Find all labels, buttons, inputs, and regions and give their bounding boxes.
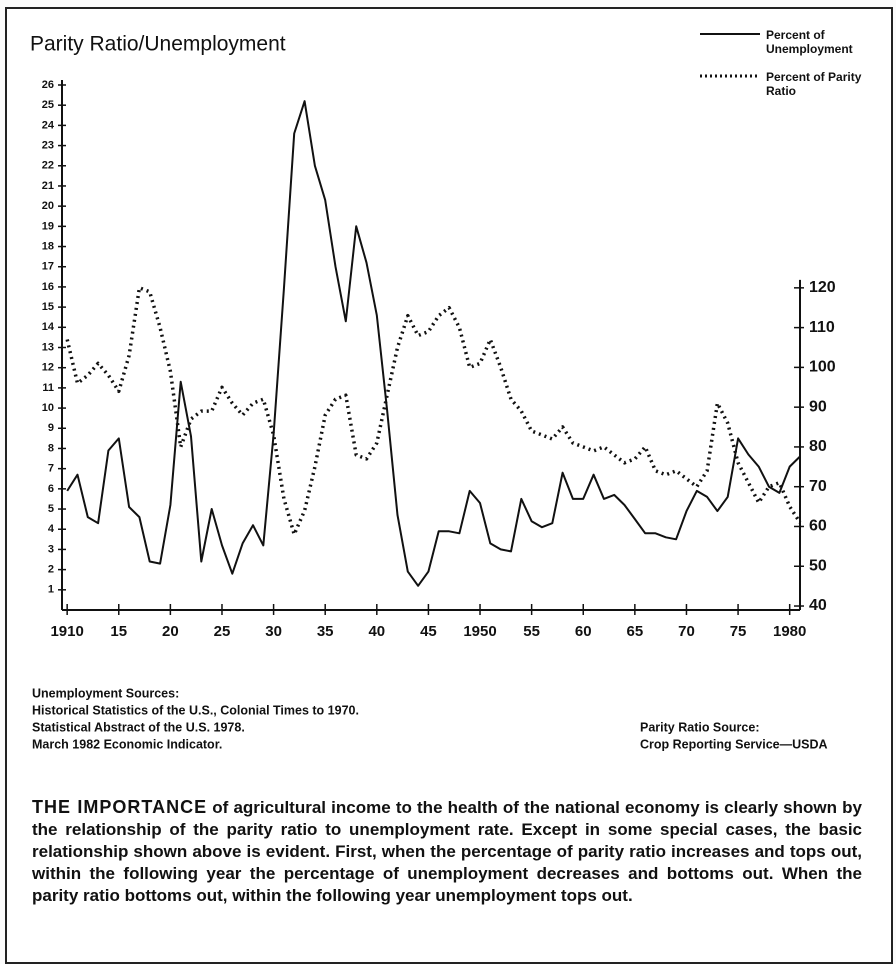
y-tick-label: 9 [48, 422, 54, 434]
x-tick-label: 60 [575, 623, 592, 640]
y-tick-label: 7 [48, 463, 54, 475]
caption-lead: THE IMPORTANCE [32, 797, 208, 817]
y-tick-label: 19 [42, 220, 54, 232]
x-tick-label: 1910 [50, 623, 83, 640]
x-tick-label: 70 [678, 623, 695, 640]
y-tick-label: 26 [42, 79, 54, 91]
y-tick-label: 8 [48, 442, 54, 454]
caption: THE IMPORTANCE of agricultural income to… [32, 796, 862, 907]
y2-tick-label: 90 [809, 398, 827, 415]
y2-tick-label: 70 [809, 478, 827, 495]
y-tick-label: 4 [48, 523, 55, 535]
caption-text: of agricultural income to the health of … [32, 798, 862, 905]
y-tick-label: 22 [42, 160, 54, 172]
x-tick-label: 30 [265, 623, 282, 640]
data-line [66, 100, 801, 587]
y-tick-label: 23 [42, 139, 54, 151]
y2-tick-label: 80 [809, 438, 827, 455]
source-line: Unemployment Sources: [32, 686, 179, 700]
legend-entry: Percent of Parity Ratio [766, 70, 862, 98]
y-tick-label: 1 [48, 584, 54, 596]
x-tick-label: 65 [627, 623, 644, 640]
y-tick-label: 16 [42, 281, 54, 293]
y2-tick-label: 50 [809, 557, 827, 574]
y-tick-label: 5 [48, 503, 54, 515]
y2-tick-label: 100 [809, 359, 836, 376]
x-tick-label: 25 [214, 623, 231, 640]
y-tick-label: 17 [42, 261, 54, 273]
y-tick-label: 10 [42, 402, 54, 414]
y2-tick-label: 40 [809, 597, 827, 614]
x-tick-label: 1950 [463, 623, 496, 640]
y2-tick-label: 60 [809, 518, 827, 535]
legend-entry: Percent of Unemployment [766, 28, 853, 56]
x-tick-label: 35 [317, 623, 334, 640]
data-line [65, 286, 802, 537]
source-line: Historical Statistics of the U.S., Colon… [32, 703, 359, 717]
source-line: Crop Reporting Service—USDA [640, 737, 828, 751]
x-tick-label: 20 [162, 623, 179, 640]
y-tick-label: 21 [42, 180, 54, 192]
y-tick-label: 11 [42, 382, 54, 394]
y2-tick-label: 110 [809, 319, 835, 336]
source-line: Statistical Abstract of the U.S. 1978. [32, 720, 245, 734]
y-tick-label: 25 [42, 99, 54, 111]
y-tick-label: 14 [42, 321, 55, 333]
y-tick-label: 24 [42, 119, 55, 131]
x-tick-label: 15 [110, 623, 127, 640]
y-tick-label: 20 [42, 200, 54, 212]
y-tick-label: 2 [48, 564, 54, 576]
source-line: Parity Ratio Source: [640, 720, 759, 734]
y-tick-label: 12 [42, 362, 54, 374]
x-tick-label: 1980 [773, 623, 806, 640]
x-tick-label: 75 [730, 623, 747, 640]
x-tick-label: 40 [368, 623, 385, 640]
y-tick-label: 15 [42, 301, 54, 313]
y2-tick-label: 120 [809, 279, 836, 296]
y-tick-label: 6 [48, 483, 54, 495]
frame [5, 7, 893, 964]
chart-title: Parity Ratio/Unemployment [30, 33, 286, 56]
y-tick-label: 13 [42, 341, 54, 353]
x-tick-label: 45 [420, 623, 437, 640]
y-tick-label: 18 [42, 240, 54, 252]
source-line: March 1982 Economic Indicator. [32, 737, 222, 751]
x-tick-label: 55 [523, 623, 540, 640]
y-tick-label: 3 [48, 543, 54, 555]
